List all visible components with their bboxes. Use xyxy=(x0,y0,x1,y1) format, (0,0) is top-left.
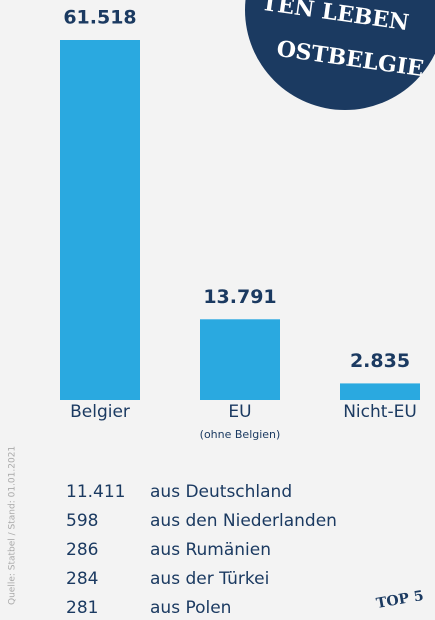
value-label: 13.791 xyxy=(203,286,276,308)
category-label: Nicht-EU xyxy=(343,402,417,422)
category-note: (ohne Belgien) xyxy=(200,428,281,441)
list-number: 286 xyxy=(66,540,98,560)
list-country: aus den Niederlanden xyxy=(150,511,337,531)
list-number: 598 xyxy=(66,511,98,531)
list-number: 11.411 xyxy=(66,482,125,502)
list-number: 281 xyxy=(66,598,98,618)
list-number: 284 xyxy=(66,569,98,589)
category-label: Belgier xyxy=(70,402,130,422)
list-country: aus Polen xyxy=(150,598,231,618)
bar xyxy=(60,40,140,400)
list-country: aus der Türkei xyxy=(150,569,269,589)
value-label: 2.835 xyxy=(350,350,410,372)
value-label: 61.518 xyxy=(63,7,136,29)
list-country: aus Rumänien xyxy=(150,540,271,560)
badge-circle xyxy=(245,0,435,110)
source: Quelle: Statbel / Stand: 01.01.2021 xyxy=(8,446,18,605)
bar xyxy=(200,319,280,400)
list-country: aus Deutschland xyxy=(150,482,292,502)
category-label: EU xyxy=(228,402,251,422)
top-tag: TOP 5 xyxy=(375,588,425,612)
bar xyxy=(340,383,420,400)
